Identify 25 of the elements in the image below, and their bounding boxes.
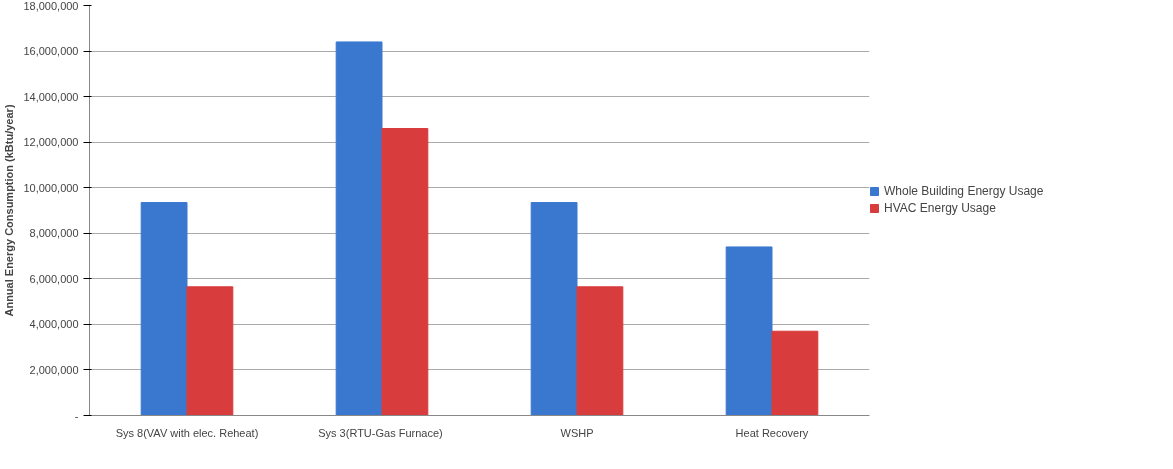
x-tick-label: Sys 8(VAV with elec. Reheat) <box>115 426 259 439</box>
bar <box>335 41 383 416</box>
y-tick-label: 10,000,000 <box>23 181 79 194</box>
y-tick-label: - <box>74 409 79 422</box>
x-tick-label: Sys 3(RTU-Gas Furnace) <box>318 426 443 439</box>
bar <box>186 286 234 416</box>
y-tick-label: 12,000,000 <box>23 136 79 149</box>
y-tick-label: 16,000,000 <box>23 45 79 58</box>
y-tick-label: 8,000,000 <box>29 227 79 240</box>
bar <box>140 202 188 416</box>
legend-label: HVAC Energy Usage <box>884 201 996 215</box>
bar <box>725 246 773 416</box>
y-axis-title: Annual Energy Consumption (kBtu/year) <box>3 104 16 317</box>
legend-label: Whole Building Energy Usage <box>884 184 1044 198</box>
bar <box>771 330 819 416</box>
y-tick-label: 4,000,000 <box>29 318 79 331</box>
y-tick-label: 18,000,000 <box>23 0 79 12</box>
bar <box>530 202 578 416</box>
bar <box>576 286 624 416</box>
y-tick-label: 14,000,000 <box>23 90 79 103</box>
x-tick-label: WSHP <box>560 426 594 439</box>
x-tick-label: Heat Recovery <box>735 426 809 439</box>
y-tick-label: 6,000,000 <box>29 272 79 285</box>
bar <box>381 128 429 416</box>
y-tick-label: 2,000,000 <box>29 363 79 376</box>
